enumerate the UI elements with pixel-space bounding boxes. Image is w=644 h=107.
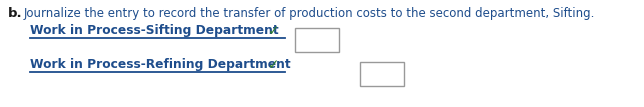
- Bar: [295, 28, 339, 52]
- Bar: [360, 62, 404, 86]
- Text: ✓: ✓: [268, 58, 279, 72]
- Text: b.: b.: [8, 7, 23, 20]
- Text: Work in Process-Refining Department: Work in Process-Refining Department: [30, 58, 290, 71]
- Text: Work in Process-Sifting Department: Work in Process-Sifting Department: [30, 24, 279, 37]
- Text: ✓: ✓: [268, 24, 279, 38]
- Text: Journalize the entry to record the transfer of production costs to the second de: Journalize the entry to record the trans…: [24, 7, 595, 20]
